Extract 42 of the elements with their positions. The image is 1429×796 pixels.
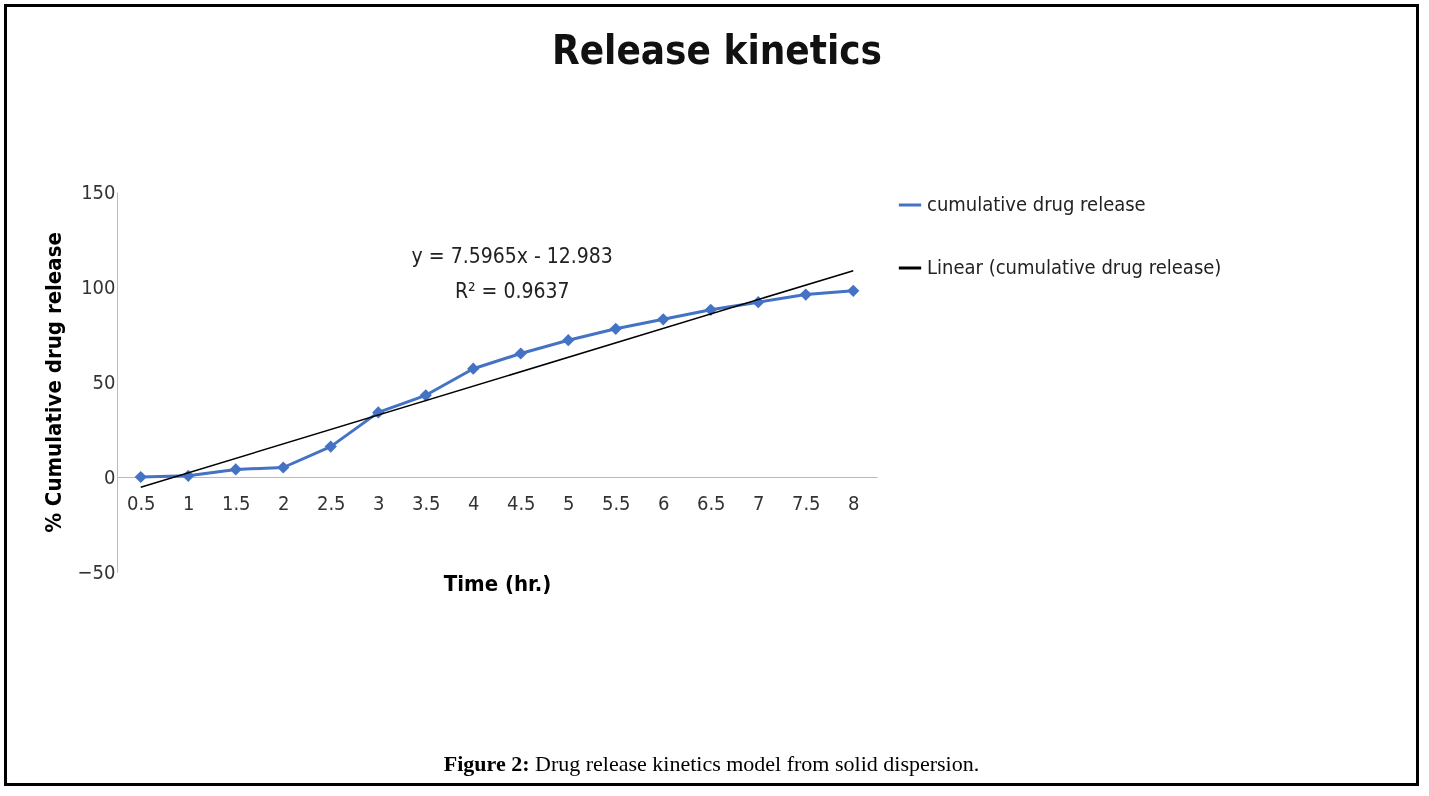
point xyxy=(514,347,527,360)
point xyxy=(324,440,337,453)
point xyxy=(704,303,717,316)
x-tick-label: 8 xyxy=(848,490,860,515)
caption: Figure 2: Drug release kinetics model from solid dispersion. xyxy=(442,751,981,777)
x-tick-label: 7.5 xyxy=(791,490,821,515)
x-tick-label: 7 xyxy=(753,490,765,515)
y-axis-title: % Cumulative drug release xyxy=(40,232,66,533)
legend-label: cumulative drug release xyxy=(927,192,1146,216)
x-tick-label: 5 xyxy=(563,490,575,515)
x-tick-label: 2.5 xyxy=(316,490,346,515)
x-tick-label: 4.5 xyxy=(506,490,536,515)
x-tick-label: 0.5 xyxy=(126,490,156,515)
point xyxy=(799,288,812,301)
point xyxy=(657,313,670,326)
point xyxy=(562,334,575,347)
point xyxy=(277,461,290,474)
x-tick-label: 1 xyxy=(183,490,195,515)
x-tick-label: 2 xyxy=(278,490,290,515)
point xyxy=(419,389,432,402)
x-axis-title: Time (hr.) xyxy=(443,570,552,596)
annotation: y = 7.5965x - 12.983 xyxy=(411,244,613,268)
x-tick-label: 6.5 xyxy=(696,490,726,515)
x-tick-label: 1.5 xyxy=(221,490,251,515)
y-tick-label: 100 xyxy=(81,274,116,299)
x-tick-label: 3 xyxy=(373,490,385,515)
point xyxy=(229,463,242,476)
y-tick-label: 50 xyxy=(92,369,116,394)
annotation: R² = 0.9637 xyxy=(454,279,570,303)
y-tick-label: 0 xyxy=(104,464,116,489)
point xyxy=(847,284,860,297)
x-tick-label: 4 xyxy=(468,490,480,515)
legend-label: Linear (cumulative drug release) xyxy=(927,255,1222,279)
point xyxy=(609,322,622,335)
x-tick-label: 5.5 xyxy=(601,490,631,515)
chart-title: Release kinetics xyxy=(551,27,883,73)
y-tick-label: −50 xyxy=(77,559,116,584)
x-tick-label: 3.5 xyxy=(411,490,441,515)
y-tick-label: 150 xyxy=(81,179,116,204)
x-tick-label: 6 xyxy=(658,490,670,515)
point xyxy=(467,362,480,375)
point xyxy=(134,470,147,484)
